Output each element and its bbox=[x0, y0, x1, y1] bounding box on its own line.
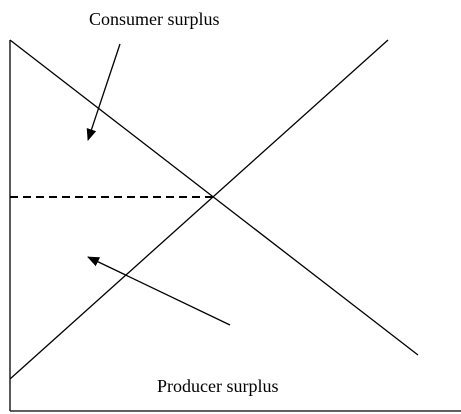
consumer-surplus-label: Consumer surplus bbox=[89, 9, 220, 29]
demand-curve bbox=[9, 39, 419, 356]
producer-surplus-label: Producer surplus bbox=[157, 376, 278, 396]
consumer-arrow bbox=[86, 43, 121, 141]
producer-arrow bbox=[87, 256, 231, 326]
supply-curve bbox=[9, 39, 389, 380]
